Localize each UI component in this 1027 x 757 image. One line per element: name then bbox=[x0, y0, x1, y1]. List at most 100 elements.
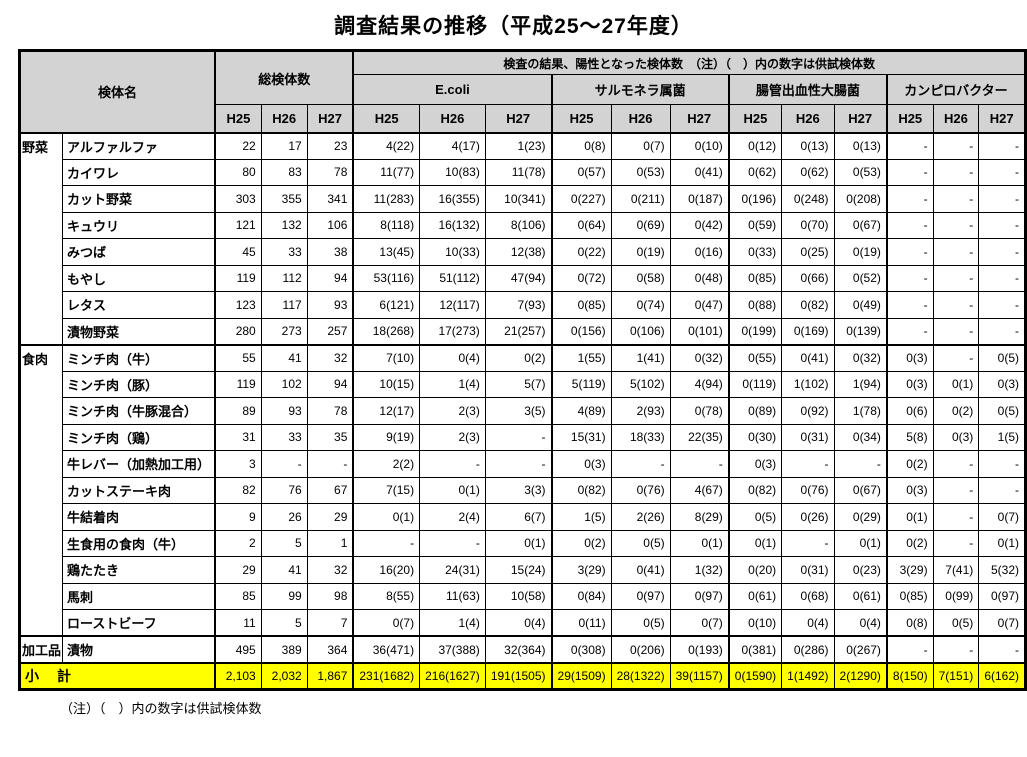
campylobacter-value: - bbox=[932, 476, 980, 504]
campylobacter-value: 0(3) bbox=[885, 476, 934, 504]
total-value: 355 bbox=[260, 185, 308, 213]
ehec-value: 0(286) bbox=[781, 635, 835, 664]
ehec-value: 1(1492) bbox=[781, 662, 835, 690]
campylobacter-value: - bbox=[932, 450, 980, 478]
campylobacter-value: - bbox=[932, 131, 980, 160]
table-row: 牛レバー（加熱加工用） 3- -2(2) - -0(3) - -0(3) - -0(2) - - bbox=[20, 450, 1026, 478]
campylobacter-value: 0(2) bbox=[885, 450, 934, 478]
header-sample-name: 検体名 bbox=[19, 50, 216, 133]
ecoli-value: 1(4) bbox=[419, 609, 486, 637]
salmonella-value: 0(156) bbox=[550, 317, 612, 345]
ecoli-value: 7(93) bbox=[484, 291, 553, 319]
salmonella-value: 0(227) bbox=[550, 185, 612, 213]
ehec-value: 0(88) bbox=[727, 291, 783, 319]
ecoli-value: - bbox=[484, 423, 553, 451]
table-row: 生食用の食肉（牛） 2 5 1- -0(1) 0(2) 0(5) 0(1) 0(1) -0(1) 0… bbox=[20, 529, 1026, 557]
page-title: 調査結果の推移（平成25～27年度） bbox=[334, 15, 693, 38]
salmonella-value: 0(10) bbox=[669, 131, 730, 160]
total-value: 23 bbox=[306, 131, 354, 160]
ehec-value: 0(67) bbox=[833, 211, 888, 239]
total-value: 89 bbox=[214, 397, 262, 425]
table-row: 馬刺 85 99 98 8(55) 11(63) 10(58) 0(84) 0(97) 0(97)… bbox=[20, 582, 1026, 610]
salmonella-value: 0(7) bbox=[669, 609, 730, 637]
year-header: H25 bbox=[214, 104, 262, 133]
salmonella-value: 0(211) bbox=[610, 185, 671, 213]
campylobacter-value: - bbox=[978, 158, 1026, 186]
total-value: 94 bbox=[306, 264, 354, 292]
salmonella-value: 0(3) bbox=[550, 450, 612, 478]
total-value: 119 bbox=[214, 370, 262, 398]
ecoli-value: 3(5) bbox=[484, 397, 553, 425]
ehec-value: 2(1290) bbox=[833, 662, 888, 690]
ehec-value: 0(70) bbox=[781, 211, 835, 239]
ehec-value: 0(20) bbox=[727, 556, 783, 584]
ecoli-value: 191(1505) bbox=[484, 662, 553, 690]
year-header: H26 bbox=[260, 104, 308, 133]
ecoli-value: 36(471) bbox=[352, 635, 421, 664]
campylobacter-value: - bbox=[932, 635, 980, 664]
table-row: もやし 119 112 94 53(116) 51(112) 47(94) 0(72) 0(58… bbox=[20, 264, 1026, 292]
total-value: 102 bbox=[260, 370, 308, 398]
ehec-value: 0(196) bbox=[727, 185, 783, 213]
salmonella-value: 29(1509) bbox=[550, 662, 612, 690]
salmonella-value: 0(16) bbox=[669, 238, 730, 266]
ehec-value: 0(29) bbox=[833, 503, 888, 531]
ehec-value: 0(13) bbox=[781, 131, 835, 160]
total-value: 5 bbox=[260, 529, 308, 557]
results-table: 検体名 総検体数 検査の結果、陽性となった検体数 （注）（ ）内の数字は供試検体… bbox=[18, 49, 1027, 691]
total-value: 29 bbox=[214, 556, 262, 584]
ecoli-value: 12(38) bbox=[484, 238, 553, 266]
ecoli-value: 11(63) bbox=[419, 582, 486, 610]
subtotal-row: 小 計 2,103 2,032 1,867 231(1682) 216(1627) 191(… bbox=[19, 662, 1026, 690]
ecoli-value: 12(117) bbox=[419, 291, 486, 319]
ehec-value: 1(78) bbox=[833, 397, 888, 425]
ecoli-value: 0(1) bbox=[352, 503, 421, 531]
campylobacter-value: 0(5) bbox=[978, 343, 1026, 372]
campylobacter-value: - bbox=[932, 264, 980, 292]
total-value: 257 bbox=[306, 317, 354, 345]
ehec-value: 0(82) bbox=[781, 291, 835, 319]
ehec-value: 0(381) bbox=[727, 635, 783, 664]
ecoli-value: 47(94) bbox=[484, 264, 553, 292]
salmonella-value: 1(41) bbox=[610, 343, 671, 372]
ecoli-value: 2(3) bbox=[419, 397, 486, 425]
total-value: 5 bbox=[260, 609, 308, 637]
salmonella-value: 0(7) bbox=[610, 131, 671, 160]
campylobacter-value: - bbox=[978, 238, 1026, 266]
table-row: カット野菜 303 355 341 11(283) 16(355) 10(341) 0(227… bbox=[20, 185, 1026, 213]
total-value: 45 bbox=[214, 238, 262, 266]
campylobacter-value: - bbox=[932, 503, 980, 531]
ecoli-value: 8(106) bbox=[484, 211, 553, 239]
ehec-value: 0(68) bbox=[781, 582, 835, 610]
campylobacter-value: - bbox=[885, 211, 934, 239]
total-value: 29 bbox=[306, 503, 354, 531]
ecoli-value: 2(4) bbox=[419, 503, 486, 531]
salmonella-value: 1(5) bbox=[550, 503, 612, 531]
ehec-value: 0(92) bbox=[781, 397, 835, 425]
sample-name: キュウリ bbox=[62, 211, 216, 239]
ehec-value: 0(5) bbox=[727, 503, 783, 531]
table-row: ミンチ肉（鶏） 31 33 35 9(19) 2(3) -15(31) 18(33) 22(35… bbox=[20, 423, 1026, 451]
ecoli-value: 0(4) bbox=[419, 343, 486, 372]
campylobacter-value: 7(41) bbox=[932, 556, 980, 584]
ecoli-value: 9(19) bbox=[352, 423, 421, 451]
salmonella-value: 4(94) bbox=[669, 370, 730, 398]
campylobacter-value: 0(5) bbox=[932, 609, 980, 637]
header-total-samples: 総検体数 bbox=[214, 50, 354, 105]
salmonella-value: 0(1) bbox=[669, 529, 730, 557]
table-row: 加工品 漬物 495 389 364 36(471) 37(388) 32(364) 0(308… bbox=[18, 635, 1026, 664]
table-row: カットステーキ肉 82 76 67 7(15) 0(1) 3(3) 0(82) 0(76) 4(6… bbox=[20, 476, 1026, 504]
campylobacter-value: - bbox=[885, 185, 934, 213]
ehec-value: 0(1) bbox=[727, 529, 783, 557]
ecoli-value: - bbox=[419, 529, 486, 557]
salmonella-value: 0(41) bbox=[669, 158, 730, 186]
campylobacter-value: - bbox=[978, 131, 1026, 160]
ecoli-value: 4(17) bbox=[419, 131, 486, 160]
header-group-ecoli: E.coli bbox=[352, 74, 553, 105]
ehec-value: 0(119) bbox=[727, 370, 783, 398]
salmonella-value: 0(76) bbox=[610, 476, 671, 504]
total-value: 2,103 bbox=[214, 662, 262, 690]
ecoli-value: 18(268) bbox=[352, 317, 421, 345]
total-value: 26 bbox=[260, 503, 308, 531]
total-value: 112 bbox=[260, 264, 308, 292]
